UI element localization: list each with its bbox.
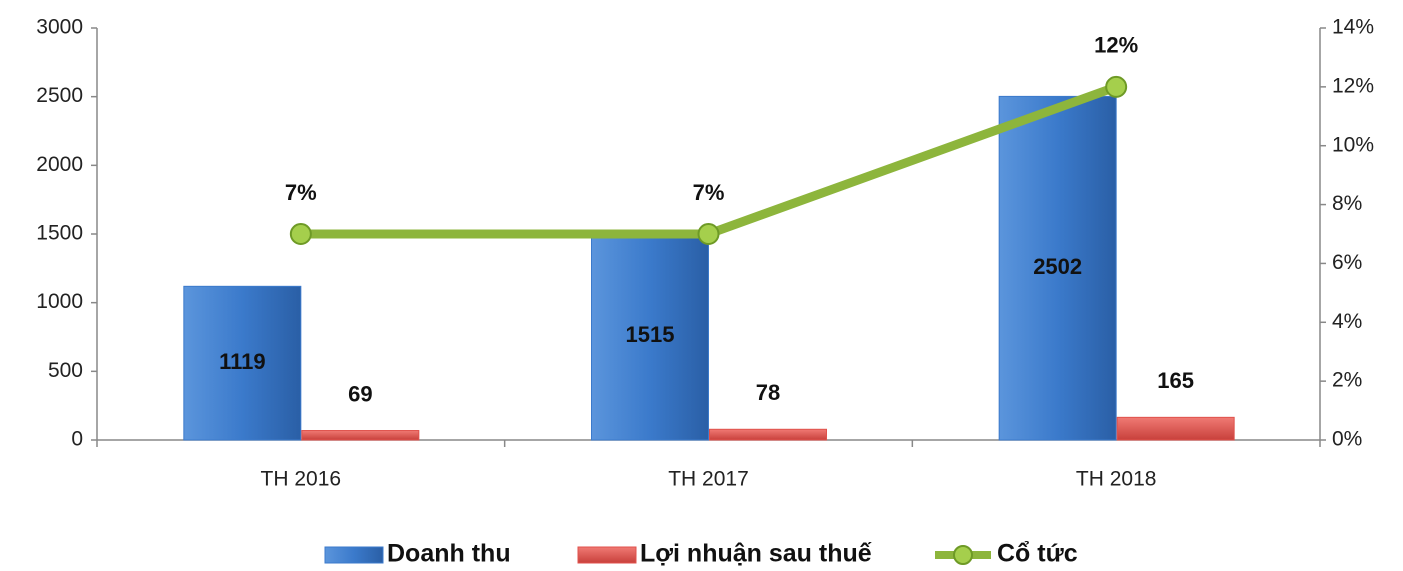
y2-tick-label: 0%	[1332, 428, 1362, 451]
y-tick-label: 2000	[36, 153, 83, 176]
x-tick-label: TH 2017	[668, 468, 749, 491]
y2-tick-label: 12%	[1332, 74, 1374, 97]
legend-label: Lợi nhuận sau thuế	[640, 540, 872, 568]
line-value-label: 7%	[285, 180, 317, 205]
bar	[709, 428, 827, 441]
y2-tick-label: 8%	[1332, 192, 1362, 215]
y-tick-label: 500	[48, 359, 83, 382]
y-tick-label: 3000	[36, 16, 83, 39]
bar	[998, 95, 1117, 441]
y2-tick-label: 14%	[1332, 16, 1374, 39]
y2-tick-label: 4%	[1332, 310, 1362, 333]
bar-value-label: 69	[348, 381, 372, 406]
y2-tick-label: 10%	[1332, 133, 1374, 156]
bar	[183, 285, 302, 441]
legend-swatch	[324, 546, 384, 564]
line	[300, 82, 1118, 239]
y2-tick-label: 2%	[1332, 369, 1362, 392]
legend-swatch	[577, 546, 637, 564]
bar-value-label: 165	[1157, 368, 1194, 393]
x-tick-label: TH 2016	[261, 468, 342, 491]
line-marker	[697, 223, 720, 245]
y-tick-label: 2500	[36, 84, 83, 107]
y-tick-label: 1500	[36, 222, 83, 245]
bar-value-label: 1119	[219, 349, 266, 374]
bar-value-label: 2502	[1033, 254, 1082, 279]
bar	[591, 231, 709, 441]
bar	[1116, 416, 1235, 441]
bar	[301, 430, 420, 441]
bar-value-label: 78	[756, 380, 780, 405]
legend-marker	[953, 545, 973, 565]
x-tick-label: TH 2018	[1076, 468, 1157, 491]
legend-label: Cổ tức	[997, 540, 1078, 568]
line-value-label: 12%	[1094, 33, 1138, 58]
line-marker	[1105, 75, 1128, 98]
y-tick-label: 1000	[36, 290, 83, 313]
y2-tick-label: 6%	[1332, 251, 1362, 274]
bar-value-label: 1515	[626, 322, 675, 347]
y-tick-label: 0	[71, 428, 83, 451]
line-marker	[289, 223, 312, 245]
line-value-label: 7%	[693, 180, 725, 205]
legend-label: Doanh thu	[387, 540, 511, 568]
